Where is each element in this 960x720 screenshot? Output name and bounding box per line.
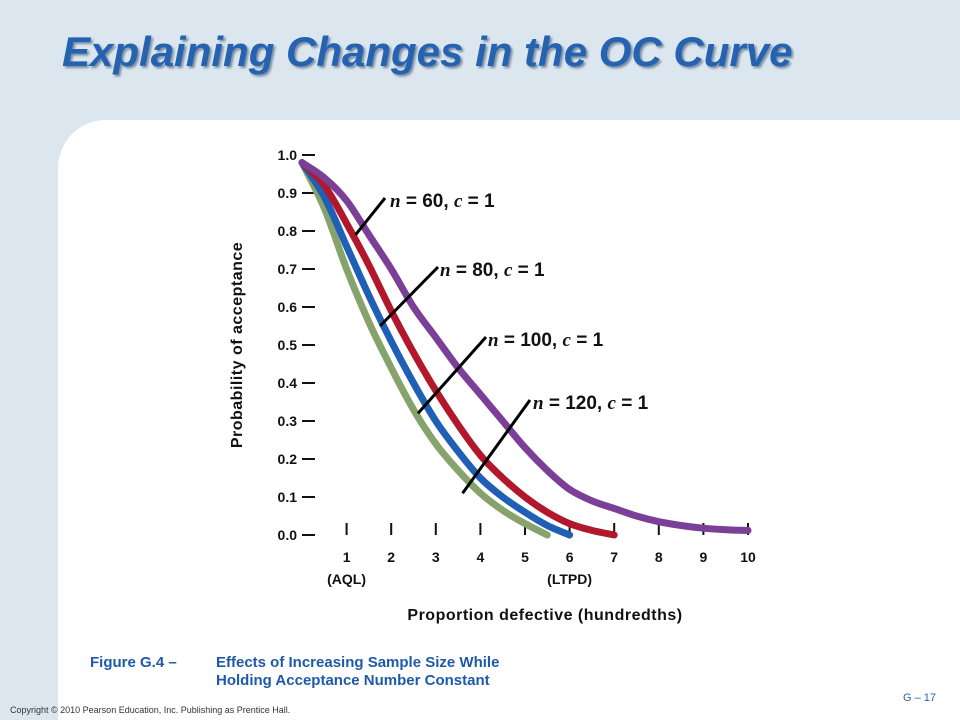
y-tick-label: 0.1 bbox=[278, 489, 298, 505]
copyright-notice: Copyright © 2010 Pearson Education, Inc.… bbox=[10, 705, 291, 715]
series-label-n120: n = 120, c = 1 bbox=[533, 393, 649, 414]
x-tick-label: 2 bbox=[387, 549, 395, 565]
figure-caption: Effects of Increasing Sample Size While … bbox=[216, 654, 499, 690]
series-line-n120 bbox=[298, 159, 551, 539]
x-tick-label: 4 bbox=[477, 549, 485, 565]
series-label-leader bbox=[354, 197, 387, 236]
page-number: G – 17 bbox=[902, 692, 936, 704]
y-tick-label: 0.6 bbox=[278, 299, 298, 315]
y-tick-label: 0.8 bbox=[278, 223, 298, 239]
x-axis-title: Proportion defective (hundredths) bbox=[407, 607, 682, 624]
x-tick-annotation: (LTPD) bbox=[547, 571, 592, 587]
x-tick-label: 5 bbox=[521, 549, 529, 565]
x-tick-label: 8 bbox=[655, 549, 663, 565]
series-line-n100 bbox=[298, 159, 574, 539]
y-tick-label: 0.3 bbox=[278, 413, 298, 429]
series-label-n80: n = 80, c = 1 bbox=[440, 260, 545, 281]
x-tick-label: 6 bbox=[566, 549, 574, 565]
series-label-n60: n = 60, c = 1 bbox=[390, 191, 495, 212]
series-label-leader bbox=[378, 265, 440, 328]
figure-label: Figure G.4 – bbox=[90, 654, 177, 671]
figure-caption-line-2: Holding Acceptance Number Constant bbox=[216, 672, 490, 689]
series-label-leader bbox=[416, 336, 488, 415]
y-tick-label: 0.5 bbox=[278, 337, 298, 353]
plot-series bbox=[298, 159, 752, 539]
y-axis: 0.0 0.1 0.2 0.3 0.4 0.5 0.6 0.7 0.8 0.9 1.0 bbox=[278, 147, 315, 543]
y-tick-label: 0.9 bbox=[278, 185, 298, 201]
slide-title: Explaining Changes in the OC Curve bbox=[62, 28, 793, 75]
series-label-leader bbox=[461, 399, 532, 495]
y-tick-label: 0.2 bbox=[278, 451, 298, 467]
y-axis-title: Probability of acceptance bbox=[229, 242, 246, 448]
y-tick-label: 0.7 bbox=[278, 261, 298, 277]
content-panel bbox=[58, 120, 960, 720]
x-tick-annotation: (AQL) bbox=[327, 571, 366, 587]
figure-caption-line-1: Effects of Increasing Sample Size While bbox=[216, 654, 500, 671]
y-tick-label: 0.4 bbox=[278, 375, 298, 391]
x-tick-label: 10 bbox=[740, 549, 756, 565]
y-tick-label: 1.0 bbox=[278, 147, 298, 163]
y-tick-label: 0.0 bbox=[278, 527, 298, 543]
x-axis: 1 2 3 4 5 6 7 8 9 10 (AQL) (LTPD) bbox=[327, 523, 756, 587]
series-label-n100: n = 100, c = 1 bbox=[488, 330, 604, 351]
x-tick-label: 9 bbox=[700, 549, 708, 565]
x-tick-label: 7 bbox=[610, 549, 618, 565]
x-tick-label: 1 bbox=[343, 549, 351, 565]
series-line-n80 bbox=[298, 159, 618, 539]
annotations: n = 60, c = 1 n = 80, c = 1 n = 100, c = 1… bbox=[354, 191, 649, 495]
series-line-n60 bbox=[298, 159, 752, 534]
x-tick-label: 3 bbox=[432, 549, 440, 565]
